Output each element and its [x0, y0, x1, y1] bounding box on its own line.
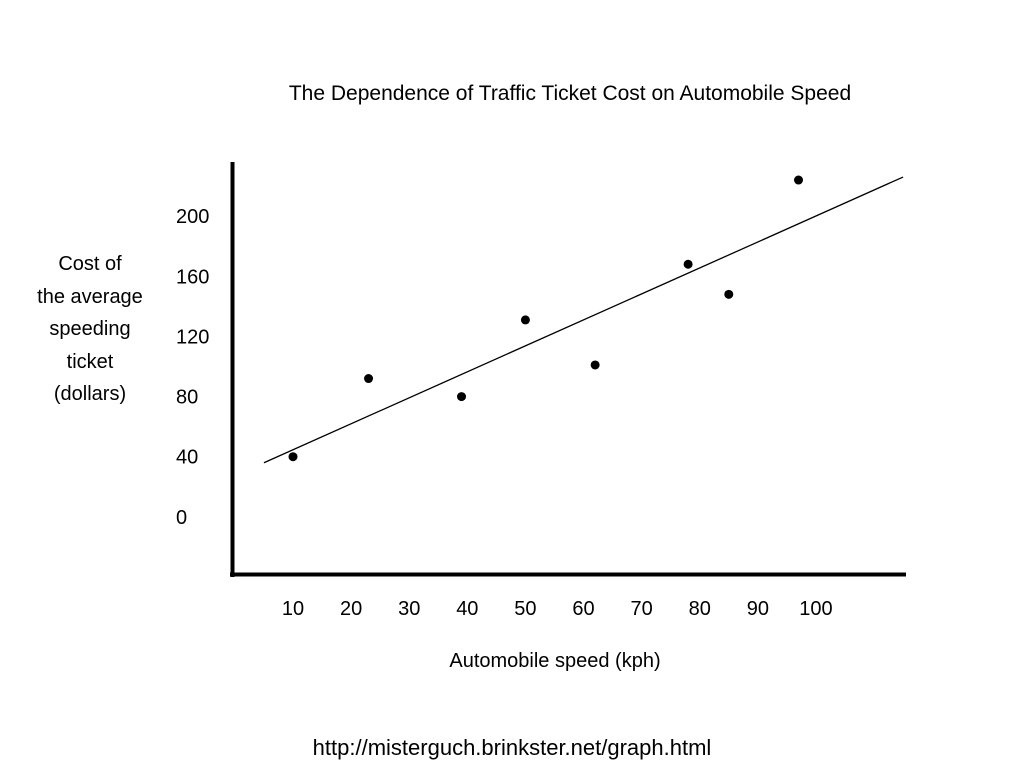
x-tick-label: 70	[631, 598, 653, 620]
x-tick-label: 100	[799, 598, 832, 620]
data-point	[590, 360, 600, 370]
y-tick-label: 120	[176, 326, 209, 348]
data-point	[683, 259, 693, 269]
x-axis-label: Automobile speed (kph)	[449, 650, 661, 672]
x-tick-label: 40	[456, 598, 478, 620]
y-tick-label: 160	[176, 266, 209, 288]
x-tick-label: 30	[398, 598, 420, 620]
x-tick-label: 10	[282, 598, 304, 620]
data-point	[457, 392, 467, 402]
trend-line	[263, 176, 904, 464]
y-tick-label: 40	[176, 447, 198, 469]
source-url: http://misterguch.brinkster.net/graph.ht…	[312, 735, 712, 760]
x-tick-label: 20	[340, 598, 362, 620]
x-tick-label: 80	[689, 598, 711, 620]
chart-title: The Dependence of Traffic Ticket Cost on…	[288, 82, 852, 105]
data-point	[288, 452, 298, 462]
data-point	[520, 315, 530, 325]
x-tick-label: 90	[747, 598, 769, 620]
data-point	[364, 374, 374, 384]
y-axis-label: Cost of the average speeding ticket (dol…	[37, 253, 143, 405]
x-tick-label: 60	[572, 598, 594, 620]
data-point	[794, 175, 804, 185]
x-tick-label: 50	[514, 598, 536, 620]
y-tick-label: 0	[176, 507, 187, 529]
y-tick-label: 200	[176, 206, 209, 228]
data-point	[724, 289, 734, 299]
y-tick-label: 80	[176, 387, 198, 409]
